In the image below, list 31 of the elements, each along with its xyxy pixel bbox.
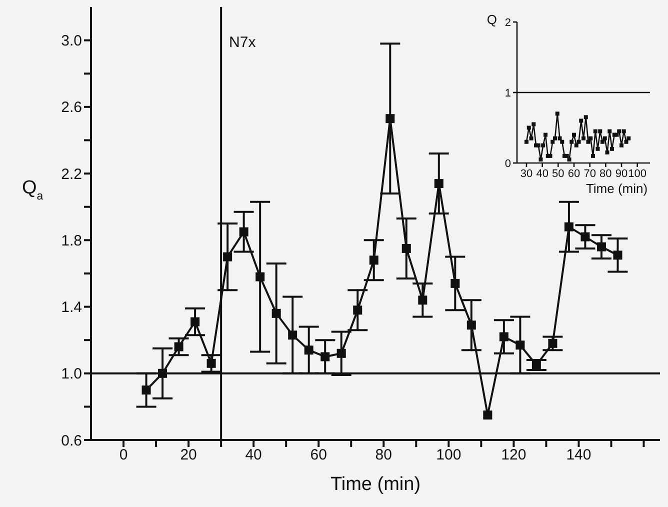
- ref-line-label: N7x: [229, 34, 256, 51]
- x-tick-label: 60: [568, 168, 580, 180]
- x-tick-label: 60: [310, 446, 327, 464]
- x-tick-label: 40: [245, 446, 262, 464]
- x-tick-label: 0: [119, 446, 128, 464]
- x-tick-label: 90: [615, 168, 628, 180]
- y-tick-label: 0: [504, 158, 511, 170]
- y-tick-label: 1.0: [61, 366, 82, 383]
- y-tick-label: 1.8: [61, 232, 82, 250]
- x-tick-label: 40: [536, 168, 548, 180]
- x-tick-label: 30: [520, 168, 533, 180]
- x-tick-label: 140: [566, 446, 592, 464]
- x-tick-label: 100: [436, 446, 462, 464]
- y-axis-title: Q: [486, 12, 497, 27]
- y-tick-label: 3.0: [61, 32, 82, 50]
- x-tick-label: 20: [180, 446, 197, 464]
- x-tick-label: 50: [552, 168, 564, 180]
- x-tick-label: 80: [600, 168, 612, 180]
- y-tick-label: 2: [504, 16, 511, 29]
- x-tick-label: 80: [375, 446, 392, 464]
- x-axis-title: Time (min): [330, 474, 421, 495]
- y-tick-label: 1.4: [61, 299, 82, 316]
- y-tick-label: 1: [504, 87, 511, 100]
- y-tick-label: 0.6: [61, 432, 82, 450]
- y-axis-title: Q$_{a}$: [22, 178, 44, 202]
- x-axis-title: Time (min): [586, 181, 648, 196]
- y-tick-label: 2.6: [61, 99, 82, 116]
- x-tick-label: 70: [584, 168, 596, 180]
- x-tick-label: 100: [628, 168, 647, 180]
- y-tick-label: 2.2: [61, 166, 82, 183]
- x-tick-label: 120: [501, 446, 526, 464]
